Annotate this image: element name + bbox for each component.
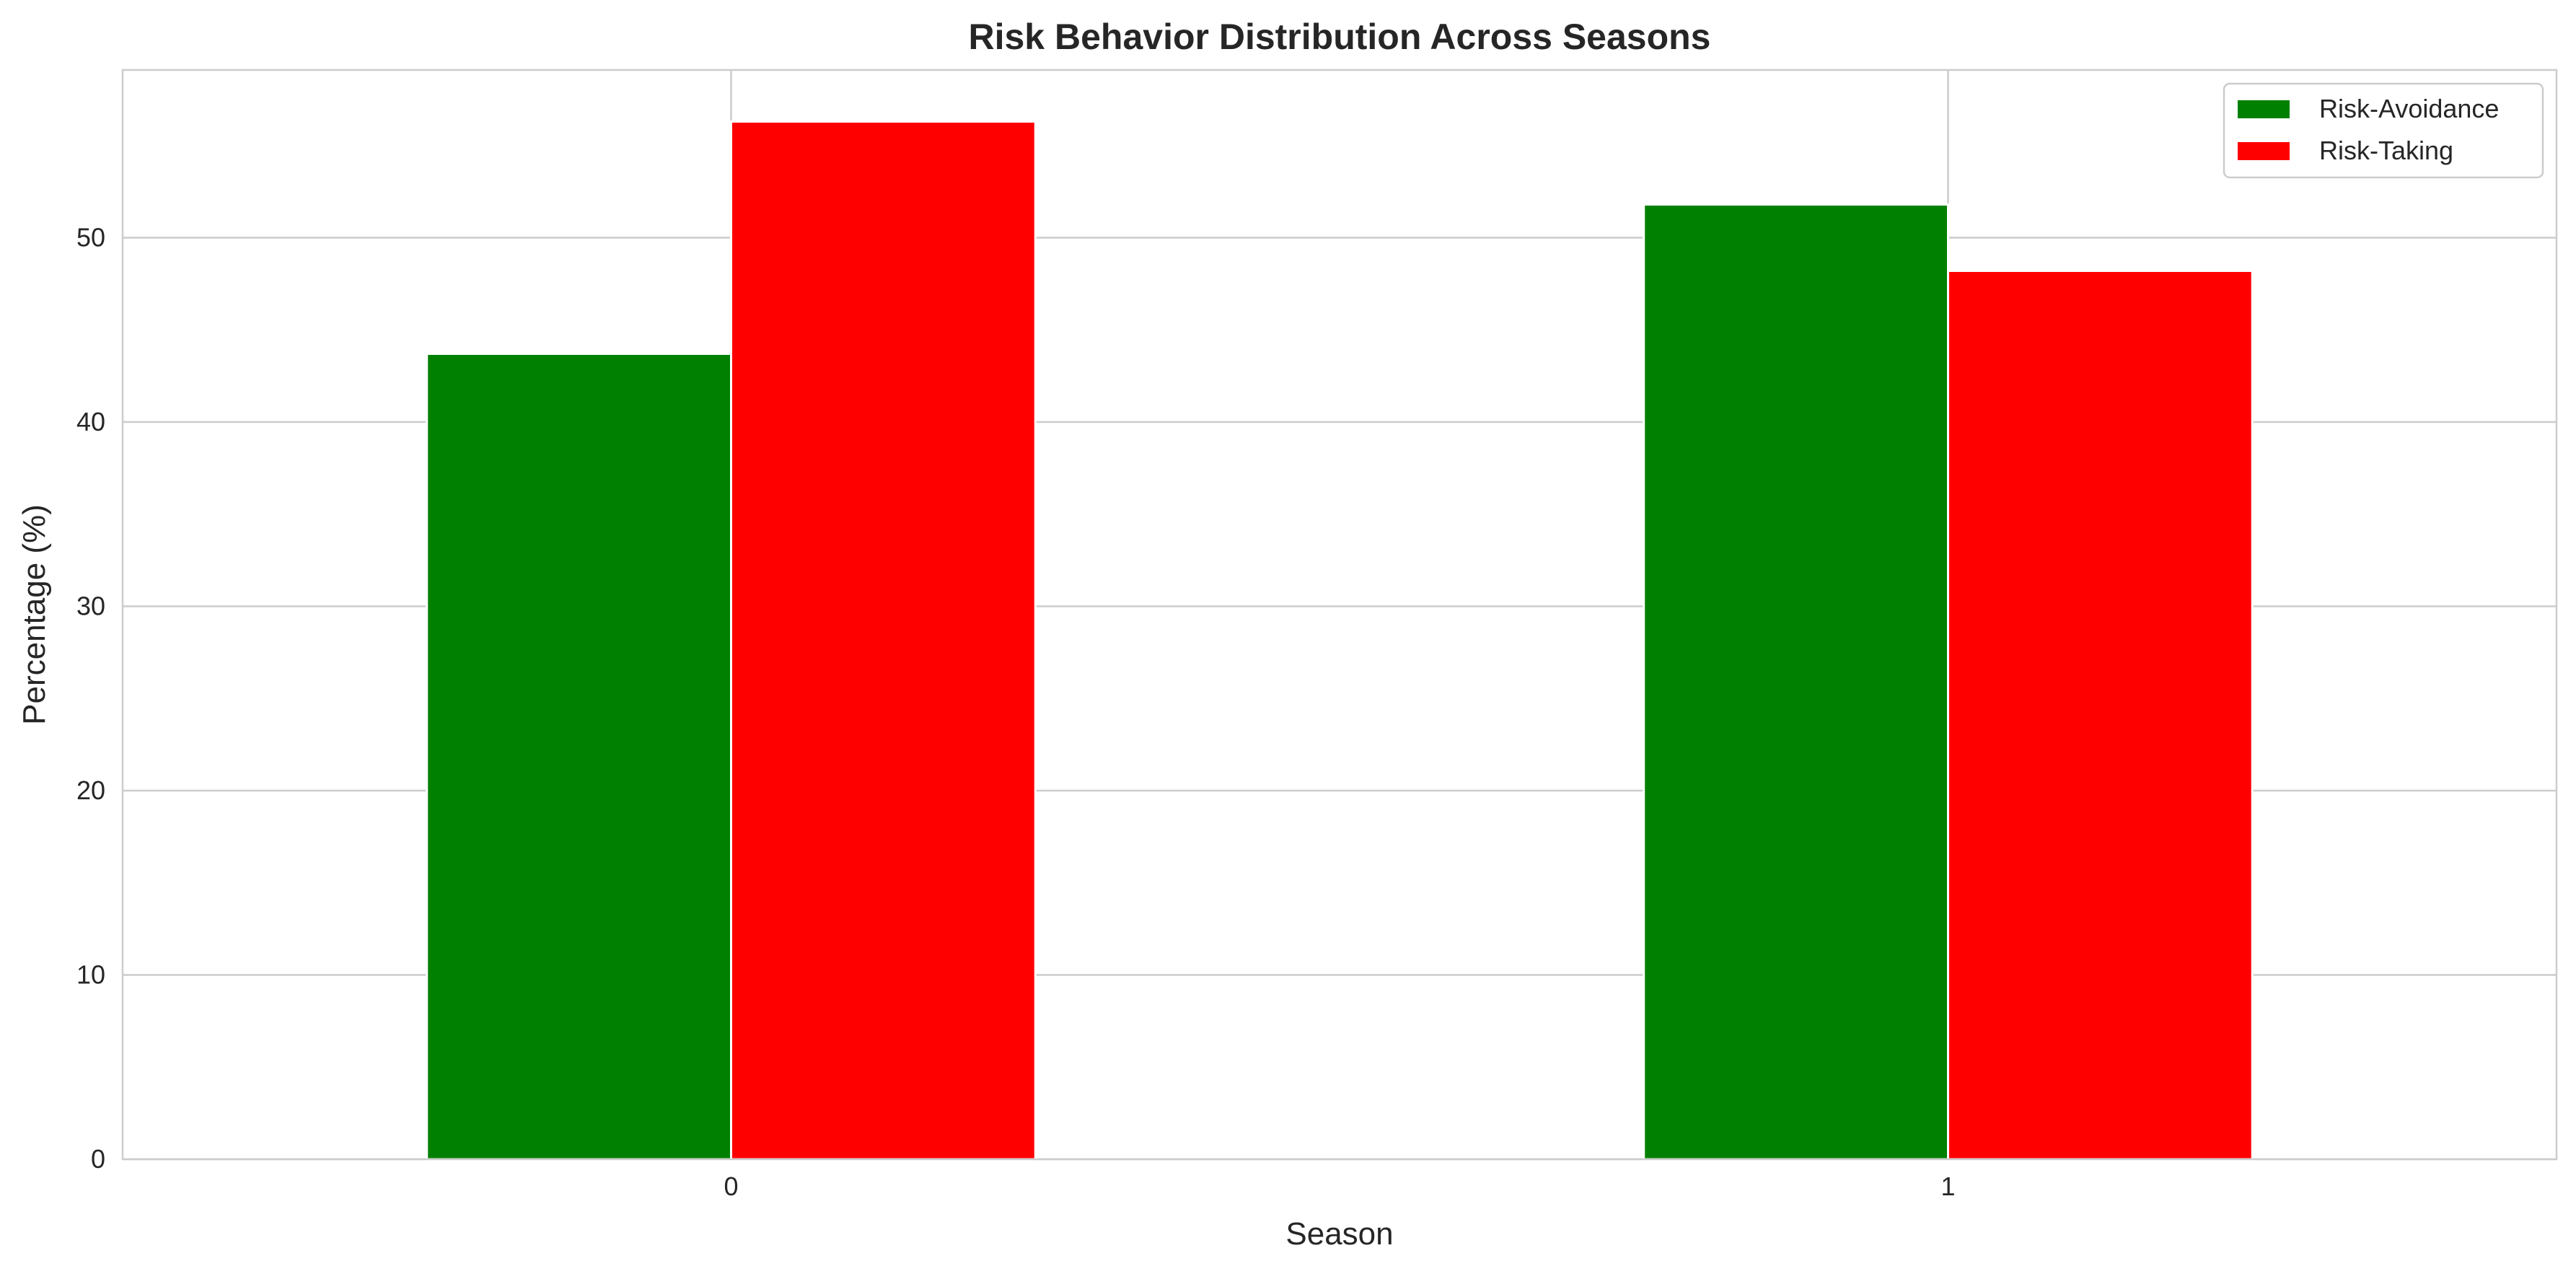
y-tick-labels: 0 10 20 30 40 50 (76, 223, 105, 1174)
plot-frame (121, 69, 2558, 1161)
y-tick-label: 20 (76, 775, 105, 805)
legend-box (2223, 82, 2544, 179)
chart-title: Risk Behavior Distribution Across Season… (968, 17, 1710, 57)
legend: Risk-Avoidance Risk-Taking (2223, 82, 2544, 179)
legend-swatch-risk-avoidance (2238, 100, 2290, 118)
y-tick-label: 30 (76, 592, 105, 621)
legend-label-risk-taking: Risk-Taking (2319, 136, 2453, 165)
bar-risk-taking-season-1 (1947, 269, 2254, 1161)
y-tick-label: 40 (76, 407, 105, 436)
y-tick-label: 10 (76, 960, 105, 990)
y-tick-label: 0 (91, 1144, 105, 1174)
y-axis-label: Percentage (%) (17, 504, 52, 725)
x-axis-label: Season (1285, 1216, 1393, 1252)
bar-risk-taking-season-0 (730, 120, 1037, 1161)
legend-swatch-risk-taking (2238, 142, 2290, 160)
x-tick-label: 0 (724, 1172, 738, 1201)
bar-risk-avoidance-season-1 (1643, 203, 1949, 1161)
bar-risk-avoidance-season-0 (426, 352, 732, 1161)
bars (426, 120, 2254, 1161)
x-tick-label: 1 (1940, 1172, 1955, 1201)
legend-label-risk-avoidance: Risk-Avoidance (2319, 94, 2499, 123)
y-tick-label: 50 (76, 223, 105, 252)
